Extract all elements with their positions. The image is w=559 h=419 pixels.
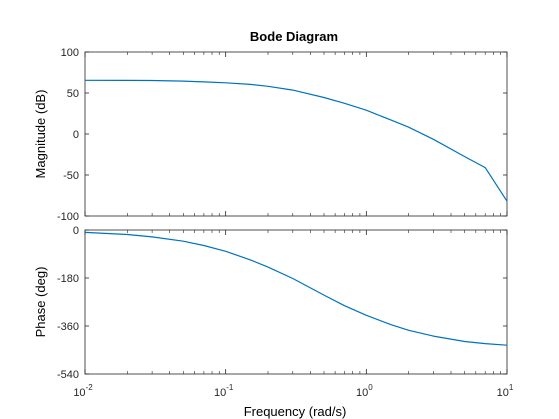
phase-ytick-label: 0	[73, 225, 79, 237]
phase-ytick-label: -180	[57, 273, 79, 285]
phase-axes-frame	[84, 229, 508, 375]
phase-ytick-label: -360	[57, 321, 79, 333]
phase-ytick-label: -540	[57, 369, 79, 381]
phase-ylabel: Phase (deg)	[33, 267, 48, 338]
magnitude-ytick-label: 0	[73, 129, 79, 141]
phase-panel: -540 -360 -180 0	[57, 225, 508, 381]
x-tick-labels: 10-2 10-1 100 101	[73, 383, 514, 399]
magnitude-ylabel: Magnitude (dB)	[33, 90, 48, 179]
magnitude-ytick-label: 100	[61, 47, 79, 59]
magnitude-ytick-label: -100	[57, 211, 79, 223]
x-tick-label: 10-2	[73, 383, 93, 399]
x-tick-label: 100	[356, 383, 373, 399]
x-tick-label: 10-1	[214, 383, 234, 399]
chart-title: Bode Diagram	[250, 29, 338, 44]
magnitude-ytick-label: -50	[63, 170, 79, 182]
frequency-xlabel: Frequency (rad/s)	[244, 404, 347, 419]
magnitude-ytick-label: 50	[67, 88, 79, 100]
magnitude-axes-frame	[84, 51, 508, 217]
x-tick-label: 101	[497, 383, 514, 399]
magnitude-panel: -100 -50 0 50 100	[57, 47, 508, 223]
phase-series-line	[84, 231, 508, 346]
magnitude-series-line	[84, 79, 508, 202]
